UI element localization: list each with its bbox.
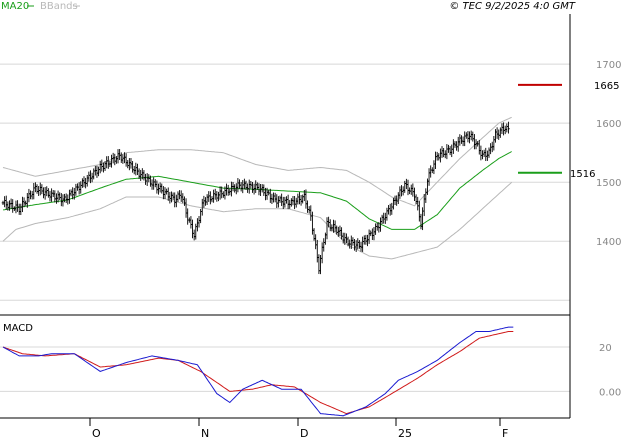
macd-y-tick-labels: 0.00 20 [599, 343, 621, 398]
support-label: 1516 [570, 169, 595, 180]
price-y-tick-labels: 1400 1500 1600 1700 [596, 60, 621, 248]
macd-y-tick-label: 20 [599, 343, 612, 354]
legend-bbands-label: BBands [40, 1, 78, 12]
x-axis: O N D 25 F [89, 418, 508, 440]
legend-ma20-label: MA20 [1, 1, 29, 12]
x-tick-label: N [201, 427, 209, 440]
macd-title: MACD [3, 323, 33, 334]
signal-line [2, 331, 514, 415]
price-y-tick-label: 1500 [596, 178, 621, 189]
bollinger-bands [2, 116, 513, 260]
macd-line [2, 326, 514, 417]
x-tick-label: 25 [398, 427, 412, 440]
copyright-label: © TEC 9/2/2025 4:0 GMT [449, 1, 576, 12]
bbands-lower-line [2, 181, 513, 260]
price-y-tick-label: 1700 [596, 60, 621, 71]
x-tick-label: O [92, 427, 101, 440]
price-levels: 1665 1516 [518, 81, 619, 180]
price-gridlines [0, 63, 570, 301]
macd-panel: MACD 0.00 20 [0, 323, 621, 417]
x-tick-label: D [300, 427, 308, 440]
macd-lines [2, 326, 514, 417]
bbands-upper-line [2, 116, 512, 207]
price-bars [1, 121, 510, 275]
resistance-label: 1665 [594, 81, 619, 92]
price-y-tick-label: 1600 [596, 119, 621, 130]
macd-y-tick-label: 0.00 [599, 387, 621, 398]
x-tick-label: F [502, 427, 508, 440]
ohlc-bar [507, 121, 510, 134]
price-panel: 1665 1516 1400 1500 1600 1700 [0, 60, 621, 301]
macd-gridlines [0, 346, 570, 392]
price-y-tick-label: 1400 [596, 237, 621, 248]
